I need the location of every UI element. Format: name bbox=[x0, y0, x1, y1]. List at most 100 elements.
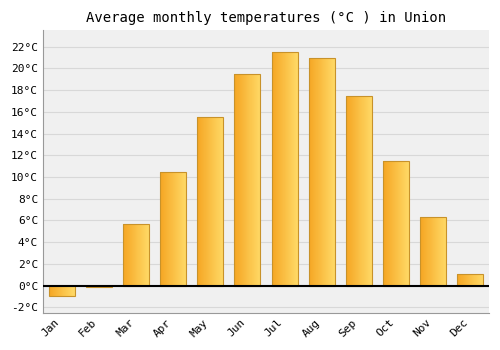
Bar bbox=[253, 74, 254, 286]
Bar bbox=[371, 96, 372, 286]
Bar bbox=[285, 52, 286, 286]
Bar bbox=[146, 224, 147, 286]
Bar bbox=[182, 172, 183, 286]
Bar bbox=[147, 224, 148, 286]
Bar bbox=[351, 96, 352, 286]
Bar bbox=[460, 274, 461, 286]
Bar bbox=[315, 58, 316, 286]
Bar bbox=[235, 74, 236, 286]
Bar bbox=[401, 161, 402, 286]
Bar bbox=[327, 58, 328, 286]
Bar bbox=[363, 96, 364, 286]
Bar bbox=[367, 96, 368, 286]
Bar bbox=[239, 74, 240, 286]
Bar bbox=[287, 52, 288, 286]
Bar bbox=[215, 117, 216, 286]
Bar bbox=[240, 74, 241, 286]
Bar bbox=[329, 58, 330, 286]
Bar bbox=[128, 224, 129, 286]
Bar bbox=[405, 161, 406, 286]
Bar bbox=[160, 172, 186, 286]
Bar bbox=[459, 274, 460, 286]
Bar bbox=[309, 58, 310, 286]
Bar bbox=[250, 74, 251, 286]
Bar bbox=[312, 58, 313, 286]
Bar bbox=[438, 217, 439, 286]
Bar bbox=[61, 286, 62, 296]
Bar bbox=[445, 217, 446, 286]
Bar bbox=[353, 96, 354, 286]
Bar bbox=[143, 224, 144, 286]
Bar bbox=[346, 96, 347, 286]
Bar bbox=[331, 58, 332, 286]
Bar bbox=[420, 217, 446, 286]
Bar bbox=[248, 74, 249, 286]
Bar bbox=[282, 52, 283, 286]
Bar bbox=[431, 217, 432, 286]
Bar bbox=[207, 117, 208, 286]
Bar bbox=[443, 217, 444, 286]
Bar bbox=[435, 217, 436, 286]
Bar bbox=[73, 286, 74, 296]
Bar bbox=[244, 74, 246, 286]
Bar bbox=[468, 274, 469, 286]
Bar bbox=[434, 217, 435, 286]
Bar bbox=[458, 274, 459, 286]
Bar bbox=[171, 172, 172, 286]
Bar bbox=[51, 286, 52, 296]
Bar bbox=[349, 96, 350, 286]
Bar bbox=[348, 96, 349, 286]
Bar bbox=[165, 172, 166, 286]
Bar bbox=[123, 224, 149, 286]
Bar bbox=[64, 286, 65, 296]
Bar bbox=[97, 286, 98, 287]
Bar bbox=[173, 172, 174, 286]
Bar bbox=[62, 286, 63, 296]
Bar bbox=[242, 74, 243, 286]
Bar bbox=[139, 224, 140, 286]
Bar bbox=[427, 217, 428, 286]
Bar bbox=[274, 52, 275, 286]
Bar bbox=[403, 161, 404, 286]
Bar bbox=[103, 286, 104, 287]
Bar bbox=[109, 286, 110, 287]
Bar bbox=[437, 217, 438, 286]
Bar bbox=[100, 286, 101, 287]
Bar bbox=[407, 161, 408, 286]
Bar bbox=[99, 286, 100, 287]
Bar bbox=[49, 286, 50, 296]
Bar bbox=[86, 286, 88, 287]
Bar bbox=[166, 172, 167, 286]
Bar bbox=[162, 172, 163, 286]
Bar bbox=[458, 274, 483, 286]
Bar bbox=[408, 161, 409, 286]
Bar bbox=[93, 286, 94, 287]
Bar bbox=[124, 224, 125, 286]
Bar bbox=[465, 274, 466, 286]
Bar bbox=[213, 117, 214, 286]
Bar bbox=[58, 286, 59, 296]
Bar bbox=[350, 96, 351, 286]
Bar bbox=[209, 117, 210, 286]
Bar bbox=[72, 286, 73, 296]
Bar bbox=[297, 52, 298, 286]
Bar bbox=[400, 161, 401, 286]
Bar bbox=[164, 172, 165, 286]
Bar bbox=[237, 74, 238, 286]
Bar bbox=[98, 286, 99, 287]
Bar bbox=[289, 52, 290, 286]
Bar bbox=[206, 117, 207, 286]
Bar bbox=[91, 286, 92, 287]
Bar bbox=[364, 96, 365, 286]
Bar bbox=[256, 74, 257, 286]
Bar bbox=[399, 161, 400, 286]
Bar bbox=[132, 224, 133, 286]
Bar bbox=[354, 96, 355, 286]
Bar bbox=[404, 161, 405, 286]
Bar bbox=[130, 224, 131, 286]
Bar bbox=[202, 117, 203, 286]
Bar bbox=[217, 117, 218, 286]
Bar bbox=[160, 172, 161, 286]
Bar bbox=[361, 96, 362, 286]
Bar bbox=[313, 58, 314, 286]
